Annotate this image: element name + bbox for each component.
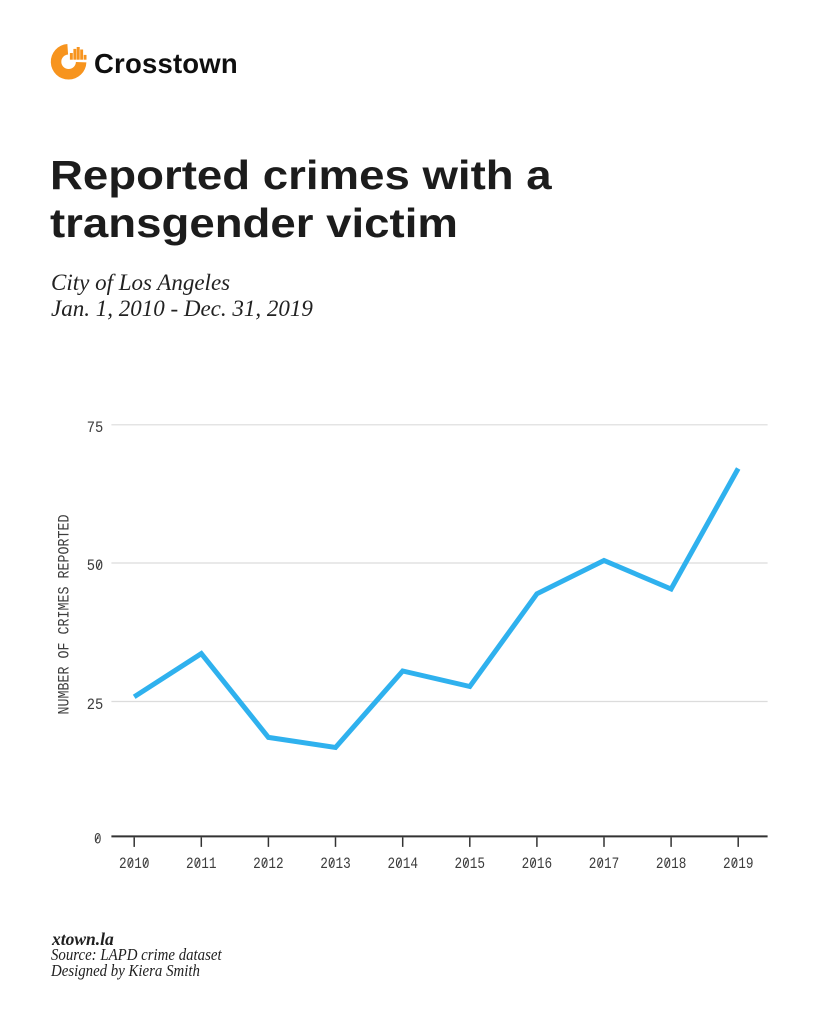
svg-text:50: 50	[87, 557, 104, 575]
svg-text:NUMBER OF CRIMES REPORTED: NUMBER OF CRIMES REPORTED	[55, 515, 73, 715]
svg-text:0: 0	[94, 831, 102, 849]
svg-text:25: 25	[87, 696, 104, 714]
svg-text:75: 75	[87, 419, 104, 437]
svg-text:2017: 2017	[589, 855, 620, 873]
svg-text:2018: 2018	[656, 855, 687, 873]
svg-text:2016: 2016	[522, 855, 553, 873]
svg-text:2014: 2014	[387, 855, 418, 873]
svg-text:2015: 2015	[455, 855, 486, 873]
svg-text:2012: 2012	[253, 855, 284, 873]
svg-text:2011: 2011	[186, 855, 217, 873]
svg-text:2013: 2013	[320, 855, 351, 873]
svg-text:2019: 2019	[723, 855, 754, 873]
svg-text:2010: 2010	[119, 855, 150, 873]
